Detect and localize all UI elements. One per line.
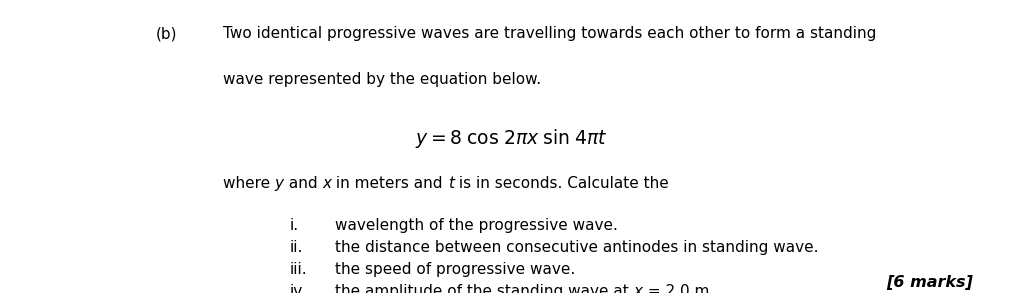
Text: x: x	[322, 176, 331, 191]
Text: Two identical progressive waves are travelling towards each other to form a stan: Two identical progressive waves are trav…	[223, 26, 876, 41]
Text: wavelength of the progressive wave.: wavelength of the progressive wave.	[335, 218, 618, 233]
Text: iv.: iv.	[289, 284, 307, 293]
Text: = 2.0 m.: = 2.0 m.	[643, 284, 714, 293]
Text: the distance between consecutive antinodes in standing wave.: the distance between consecutive antinod…	[335, 240, 819, 255]
Text: $y = 8\;\mathrm{cos}\;2\pi x\;\mathrm{sin}\;4\pi t$: $y = 8\;\mathrm{cos}\;2\pi x\;\mathrm{si…	[415, 127, 607, 150]
Text: wave represented by the equation below.: wave represented by the equation below.	[223, 72, 541, 87]
Text: and: and	[284, 176, 322, 191]
Text: iii.: iii.	[289, 262, 307, 277]
Text: is in seconds. Calculate the: is in seconds. Calculate the	[454, 176, 668, 191]
Text: y: y	[275, 176, 284, 191]
Text: the amplitude of the standing wave at: the amplitude of the standing wave at	[335, 284, 634, 293]
Text: [6 marks]: [6 marks]	[886, 275, 973, 290]
Text: x: x	[634, 284, 643, 293]
Text: t: t	[448, 176, 454, 191]
Text: i.: i.	[289, 218, 298, 233]
Text: (b): (b)	[155, 26, 177, 41]
Text: ii.: ii.	[289, 240, 303, 255]
Text: the speed of progressive wave.: the speed of progressive wave.	[335, 262, 575, 277]
Text: in meters and: in meters and	[331, 176, 448, 191]
Text: where: where	[223, 176, 275, 191]
